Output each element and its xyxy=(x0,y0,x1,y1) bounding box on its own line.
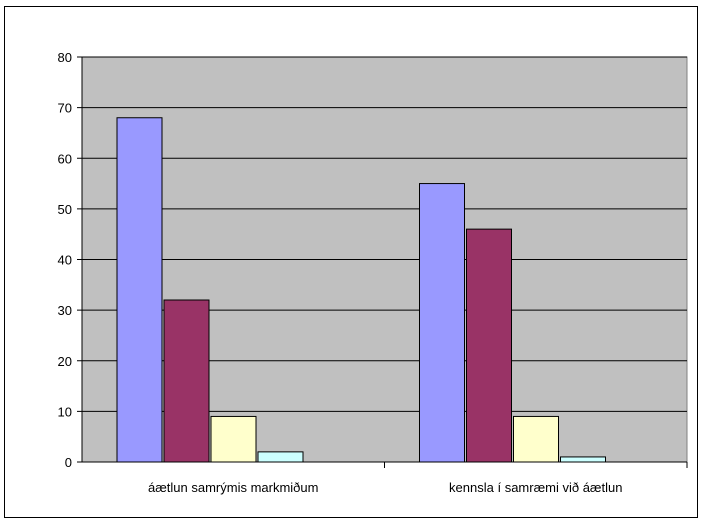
x-axis-categories: áætlun samrýmis markmiðum kennsla í samræ… xyxy=(148,480,622,495)
x-category-label: kennsla í samræmi við áætlun xyxy=(449,480,622,495)
y-tick-label: 50 xyxy=(58,202,72,217)
bars xyxy=(116,117,606,463)
y-tick-label: 80 xyxy=(58,50,72,65)
y-tick-label: 0 xyxy=(65,455,72,470)
y-tick-label: 10 xyxy=(58,404,72,419)
bar-chart: 0 10 20 30 40 50 60 70 80 áætlun samrýmis markmi… xyxy=(58,50,688,495)
y-tick-label: 40 xyxy=(58,253,72,268)
axes xyxy=(77,56,688,468)
bar xyxy=(560,456,606,463)
bar xyxy=(163,299,210,463)
y-tick-label: 30 xyxy=(58,303,72,318)
bar xyxy=(210,415,257,463)
chart-frame: 0 10 20 30 40 50 60 70 80 áætlun samrýmis markmi… xyxy=(4,6,698,518)
y-tick-label: 60 xyxy=(58,151,72,166)
bar xyxy=(513,415,559,463)
x-category-label: áætlun samrýmis markmiðum xyxy=(148,480,318,495)
bar xyxy=(466,228,512,463)
y-tick-label: 20 xyxy=(58,354,72,369)
bar xyxy=(257,451,304,463)
bar xyxy=(419,183,465,463)
bar xyxy=(116,117,163,463)
y-axis-ticks: 0 10 20 30 40 50 60 70 80 xyxy=(58,50,72,470)
y-tick-label: 70 xyxy=(58,101,72,116)
